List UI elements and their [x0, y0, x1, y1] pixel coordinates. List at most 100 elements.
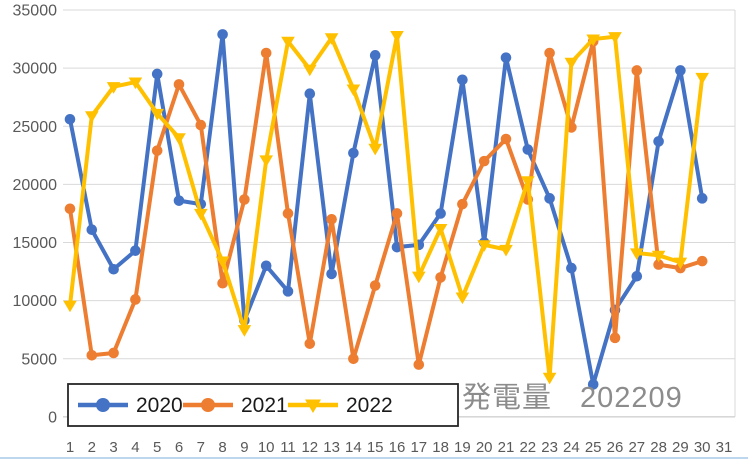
x-axis-tick-label: 24 — [563, 439, 580, 456]
y-axis-tick-label: 30000 — [13, 61, 58, 78]
data-point-2021 — [64, 203, 76, 215]
data-point-2021 — [653, 259, 664, 270]
data-point-2022 — [150, 108, 164, 121]
x-axis-tick-label: 13 — [323, 439, 340, 456]
data-point-2021 — [500, 133, 512, 145]
data-point-2022 — [63, 300, 77, 313]
data-point-2022 — [455, 292, 470, 305]
series-line-2020 — [68, 32, 705, 387]
data-point-2020 — [282, 286, 294, 297]
y-axis-tick-label: 20000 — [13, 177, 58, 194]
y-axis-tick-label: 0 — [48, 409, 57, 426]
data-point-2020 — [457, 74, 468, 86]
x-axis-tick-label: 11 — [280, 439, 296, 456]
legend-marker-2020[interactable] — [96, 398, 110, 412]
x-axis-tick-label: 5 — [153, 439, 161, 456]
data-point-2022 — [390, 30, 404, 43]
x-axis-tick-label: 15 — [367, 439, 384, 456]
data-point-2021 — [217, 277, 228, 289]
data-point-2021 — [478, 155, 490, 167]
data-point-2020 — [217, 29, 228, 40]
data-point-2022 — [259, 155, 273, 167]
y-axis-tick-label: 5000 — [21, 351, 57, 368]
legend-label-2022[interactable]: 2022 — [346, 394, 393, 417]
data-point-2021 — [696, 255, 708, 267]
data-point-2021 — [544, 47, 555, 59]
x-axis-tick-label: 26 — [607, 439, 624, 456]
x-axis-tick-label: 23 — [541, 439, 558, 456]
data-point-2020 — [304, 88, 316, 100]
data-point-2022 — [651, 250, 666, 263]
x-axis-tick-label: 3 — [109, 439, 117, 456]
series-line-2021 — [68, 39, 705, 367]
x-axis-tick-label: 18 — [432, 439, 449, 456]
data-point-2021 — [391, 208, 403, 219]
data-point-2022 — [368, 143, 382, 156]
legend-label-2021[interactable]: 2021 — [241, 394, 288, 417]
data-point-2020 — [326, 268, 337, 280]
data-point-2020 — [696, 193, 708, 204]
data-point-2021 — [195, 119, 207, 131]
data-point-2021 — [326, 213, 337, 225]
data-point-2022 — [564, 57, 579, 70]
x-axis-tick-label: 31 — [716, 439, 733, 456]
data-point-2020 — [86, 224, 98, 236]
data-point-2022 — [324, 33, 339, 45]
data-point-2021 — [348, 353, 359, 365]
data-point-2022 — [85, 111, 99, 123]
x-axis-tick-label: 2 — [88, 439, 96, 456]
data-point-2022 — [477, 240, 491, 252]
x-axis-tick-label: 28 — [650, 439, 667, 456]
y-axis-tick-label: 15000 — [13, 235, 58, 252]
x-axis-tick-label: 8 — [218, 439, 226, 456]
data-point-2020 — [675, 65, 686, 76]
data-point-2020 — [130, 245, 141, 256]
legend-box[interactable] — [67, 383, 459, 427]
data-point-2020 — [64, 113, 76, 125]
x-axis-tick-label: 21 — [498, 439, 515, 456]
x-axis-tick-label: 7 — [197, 439, 205, 456]
y-axis-tick-label: 35000 — [13, 3, 58, 20]
data-point-2020 — [260, 260, 272, 272]
data-point-2020 — [173, 195, 185, 206]
data-point-2020 — [108, 263, 119, 275]
data-point-2022 — [106, 82, 121, 94]
data-point-2020 — [587, 379, 599, 390]
data-point-2022 — [346, 84, 361, 97]
data-point-2022 — [237, 325, 252, 337]
y-axis-tick-label: 25000 — [13, 119, 58, 136]
data-point-2021 — [369, 280, 381, 291]
x-axis-tick-label: 4 — [131, 439, 139, 456]
window-bottom-border — [0, 457, 748, 459]
data-point-2022 — [673, 257, 688, 270]
data-point-2020 — [631, 270, 643, 282]
data-point-2022 — [630, 248, 644, 260]
x-axis-tick-label: 14 — [345, 439, 362, 456]
data-point-2021 — [108, 347, 119, 359]
x-axis-tick-label: 9 — [240, 439, 248, 456]
data-point-2021 — [304, 338, 316, 349]
data-point-2021 — [260, 47, 272, 59]
data-point-2021 — [239, 194, 250, 205]
data-point-2020 — [544, 193, 555, 204]
x-axis-tick-label: 22 — [519, 439, 536, 456]
data-point-2021 — [282, 208, 294, 219]
legend-label-2020[interactable]: 2020 — [136, 394, 183, 417]
data-point-2022 — [608, 32, 622, 44]
data-point-2022 — [521, 176, 535, 188]
data-point-2022 — [281, 36, 295, 49]
legend-marker-2021[interactable] — [201, 398, 215, 412]
x-axis-tick-label: 1 — [66, 439, 74, 456]
data-point-2021 — [173, 79, 185, 90]
data-point-2020 — [151, 68, 163, 80]
data-point-2022 — [172, 133, 186, 145]
data-point-2021 — [151, 145, 163, 156]
data-point-2022 — [215, 256, 230, 269]
data-point-2021 — [457, 198, 468, 210]
legend-marker-2022[interactable] — [305, 399, 321, 414]
data-point-2021 — [435, 272, 446, 283]
series-line-2022 — [68, 33, 705, 380]
x-axis-tick-label: 25 — [585, 439, 602, 456]
x-axis-tick-label: 27 — [628, 439, 645, 456]
data-point-2022 — [412, 271, 426, 284]
